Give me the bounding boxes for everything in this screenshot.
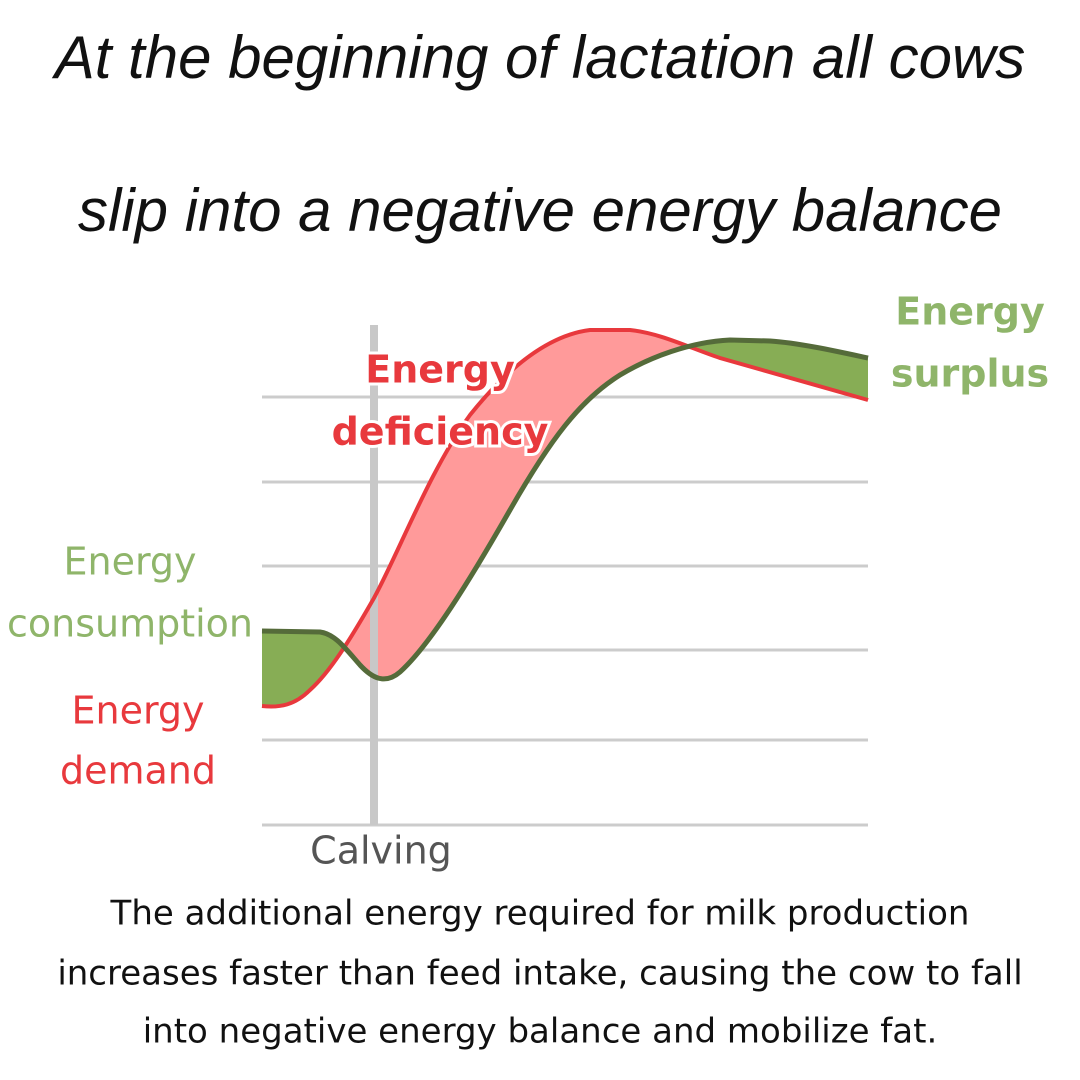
consumption-curve bbox=[261, 337, 869, 682]
label: deficiency bbox=[332, 410, 549, 454]
label: consumption bbox=[7, 602, 253, 646]
label: surplus bbox=[891, 352, 1049, 396]
label: demand bbox=[60, 749, 216, 793]
caption-line: The additional energy required for milk … bbox=[110, 894, 970, 934]
demand-curve bbox=[261, 328, 869, 709]
label: Energy bbox=[71, 689, 204, 733]
caption-line: increases faster than feed intake, causi… bbox=[57, 954, 1022, 994]
title-line: slip into a negative energy balance bbox=[78, 177, 1002, 244]
label: Energy bbox=[63, 540, 196, 584]
label: Energy bbox=[365, 348, 515, 392]
caption-line: into negative energy balance and mobiliz… bbox=[143, 1012, 938, 1052]
label: Calving bbox=[310, 829, 452, 873]
surplus-area bbox=[262, 300, 868, 830]
label: Energy bbox=[895, 290, 1045, 334]
title-line: At the beginning of lactation all cows bbox=[52, 24, 1026, 91]
